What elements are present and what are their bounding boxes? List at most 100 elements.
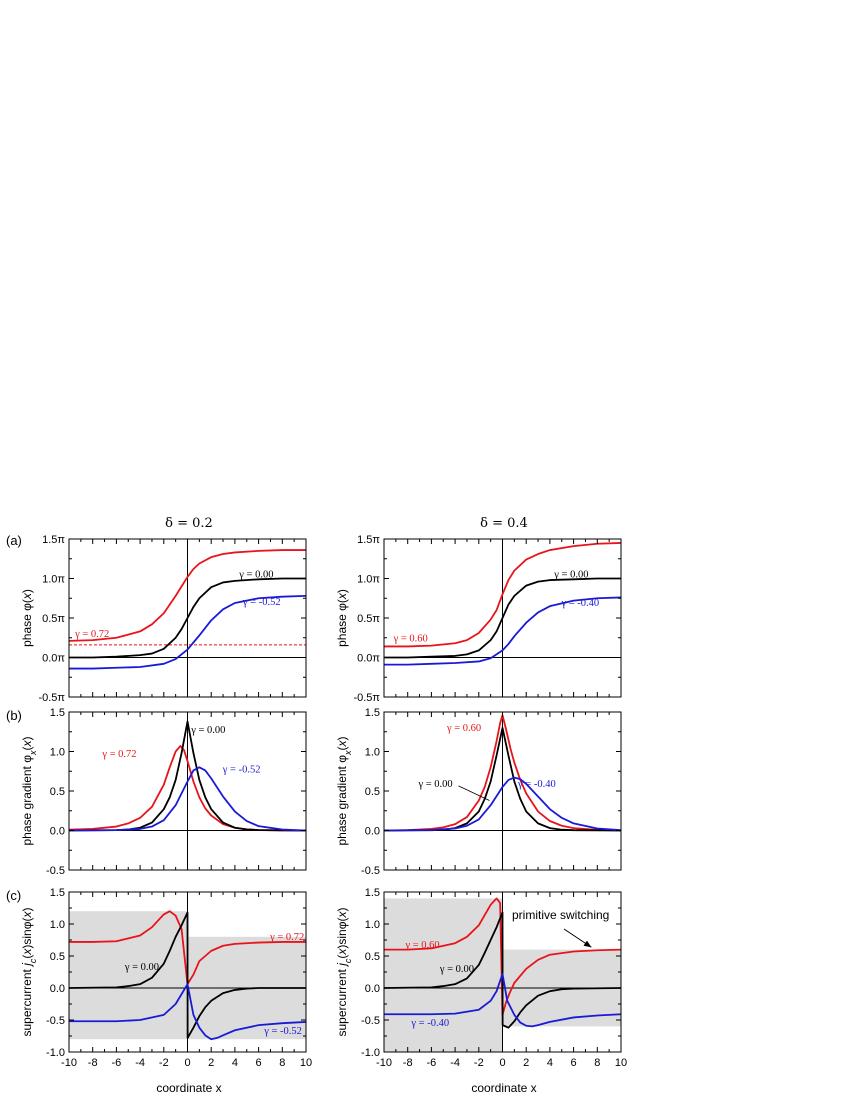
y-tick-label: 1.5π [357, 534, 380, 546]
y-tick-label: 0.0 [50, 826, 65, 838]
x-tick-label: 10 [300, 1057, 312, 1069]
y-tick-label: -0.5 [361, 865, 380, 877]
curve-label: γ = 0.72 [269, 932, 304, 943]
y-tick-label: 1.0 [365, 747, 380, 759]
curve-label: γ = 0.00 [124, 962, 159, 973]
annotation-arrowhead [583, 940, 592, 948]
y-axis-title: supercurrent jc(x)sinφ(x) [20, 908, 38, 1037]
x-tick-label: -8 [403, 1057, 413, 1069]
y-tick-label: 0.5 [365, 951, 380, 963]
x-tick-label: 0 [184, 1057, 190, 1069]
series-line [69, 911, 306, 1039]
y-tick-label: 0.0π [357, 653, 380, 665]
y-tick-label: 1.0π [42, 574, 65, 586]
y-tick-label: 0.5 [365, 786, 380, 798]
series-line [69, 594, 306, 670]
series-line [384, 596, 621, 666]
series-line [384, 897, 621, 1016]
y-tick-label: 1.5 [365, 887, 380, 899]
y-axis-title: phase gradient φx(x) [20, 736, 38, 845]
curve-label: γ = -0.52 [222, 765, 261, 776]
curve-label: γ = 0.60 [404, 940, 439, 951]
x-tick-label: 4 [547, 1057, 553, 1069]
y-tick-label: 0.5 [50, 786, 65, 798]
x-tick-label: 4 [232, 1057, 238, 1069]
series-line [69, 910, 306, 986]
x-tick-label: -10 [376, 1057, 392, 1069]
y-tick-label: 1.5 [50, 707, 65, 719]
x-axis-title-right: coordinate x [471, 1081, 536, 1095]
row-letter-a: (a) [6, 533, 22, 548]
x-tick-label: -8 [88, 1057, 98, 1069]
curve-label: γ = 0.72 [101, 749, 136, 760]
y-tick-label: 0.0 [50, 983, 65, 995]
curve-label: γ = -0.40 [517, 779, 556, 790]
curve-label: γ = -0.52 [242, 597, 281, 608]
y-tick-label: -0.5 [361, 1015, 380, 1027]
y-tick-label: 0.5 [50, 951, 65, 963]
y-tick-label: 1.5π [42, 534, 65, 546]
y-tick-label: 0.0 [365, 983, 380, 995]
annotation-text: primitive switching [512, 908, 609, 922]
series-line [384, 911, 621, 1029]
y-tick-label: 1.5 [365, 707, 380, 719]
row-letter-c: (c) [6, 888, 21, 903]
curve-label: γ = -0.40 [410, 1018, 449, 1029]
curve-label: γ = 0.00 [553, 570, 588, 581]
x-tick-label: 2 [208, 1057, 214, 1069]
x-tick-label: -2 [159, 1057, 169, 1069]
x-tick-label: 6 [256, 1057, 262, 1069]
panel-b-left: -0.5 0.0 0.5 1.0 1.5 phase gradient φx(x) γ = … [20, 707, 307, 877]
y-tick-label: 1.0 [50, 747, 65, 759]
x-tick-label: 8 [279, 1057, 285, 1069]
y-tick-label: 1.0π [357, 574, 380, 586]
panel-c-left: -10 -8 -6 -4 -2 0 2 4 6 8 10 -1.0 -0.5 0.0 0.5 1.0 1.5 su… [20, 887, 312, 1069]
y-axis-title: phase φ(x) [335, 589, 349, 647]
y-tick-label: -0.5π [38, 692, 65, 704]
x-tick-label: 6 [571, 1057, 577, 1069]
series-line [384, 776, 621, 832]
x-tick-label: -2 [474, 1057, 484, 1069]
series-line [69, 766, 306, 832]
series-line [384, 542, 621, 648]
y-tick-label: -1.0 [361, 1047, 380, 1059]
curve-label: γ = 0.72 [74, 629, 109, 640]
x-tick-label: 0 [499, 1057, 505, 1069]
x-tick-label: -4 [450, 1057, 460, 1069]
series-line [384, 577, 621, 659]
series-line [69, 577, 306, 659]
row-letter-b: (b) [6, 708, 22, 723]
x-tick-label: -10 [61, 1057, 77, 1069]
curve-label: γ = -0.40 [560, 598, 599, 609]
x-tick-label: -6 [112, 1057, 122, 1069]
y-tick-label: 1.0 [365, 919, 380, 931]
y-tick-label: 1.0 [50, 919, 65, 931]
panel-b-right: -0.5 0.0 0.5 1.0 1.5 phase gradient φx(x) γ = … [335, 707, 622, 877]
y-tick-label: 0.5π [42, 613, 65, 625]
y-tick-label: 0.0 [365, 826, 380, 838]
curve-label: γ = -0.52 [263, 1026, 302, 1037]
panel-a-right: -0.5π 0.0π 0.5π 1.0π 1.5π phase φ(x) γ = 0.60 γ… [335, 534, 622, 704]
series-line [384, 973, 621, 1028]
y-tick-label: 0.0π [42, 653, 65, 665]
y-axis-title: phase gradient φx(x) [335, 736, 353, 845]
curve-label: γ = 0.00 [418, 779, 453, 790]
curve-label: γ = 0.00 [238, 570, 273, 581]
y-tick-label: 1.5 [50, 887, 65, 899]
curve-label: γ = 0.00 [190, 725, 225, 736]
x-tick-label: -4 [135, 1057, 145, 1069]
y-tick-label: -0.5 [46, 1015, 65, 1027]
x-axis-title-left: coordinate x [156, 1081, 221, 1095]
y-tick-label: -0.5π [353, 692, 380, 704]
annotation-background [508, 907, 618, 923]
y-tick-label: 0.5π [357, 613, 380, 625]
panel-a-left: -0.5π 0.0π 0.5π 1.0π 1.5π phase φ(x) γ = 0.72 γ… [20, 534, 307, 704]
x-tick-label: -6 [427, 1057, 437, 1069]
x-tick-label: 8 [594, 1057, 600, 1069]
shaded-region [69, 911, 188, 1040]
curve-label: γ = 0.60 [446, 723, 481, 734]
label-pointer [458, 785, 490, 801]
y-tick-label: -0.5 [46, 865, 65, 877]
curve-label: γ = 0.60 [393, 634, 428, 645]
